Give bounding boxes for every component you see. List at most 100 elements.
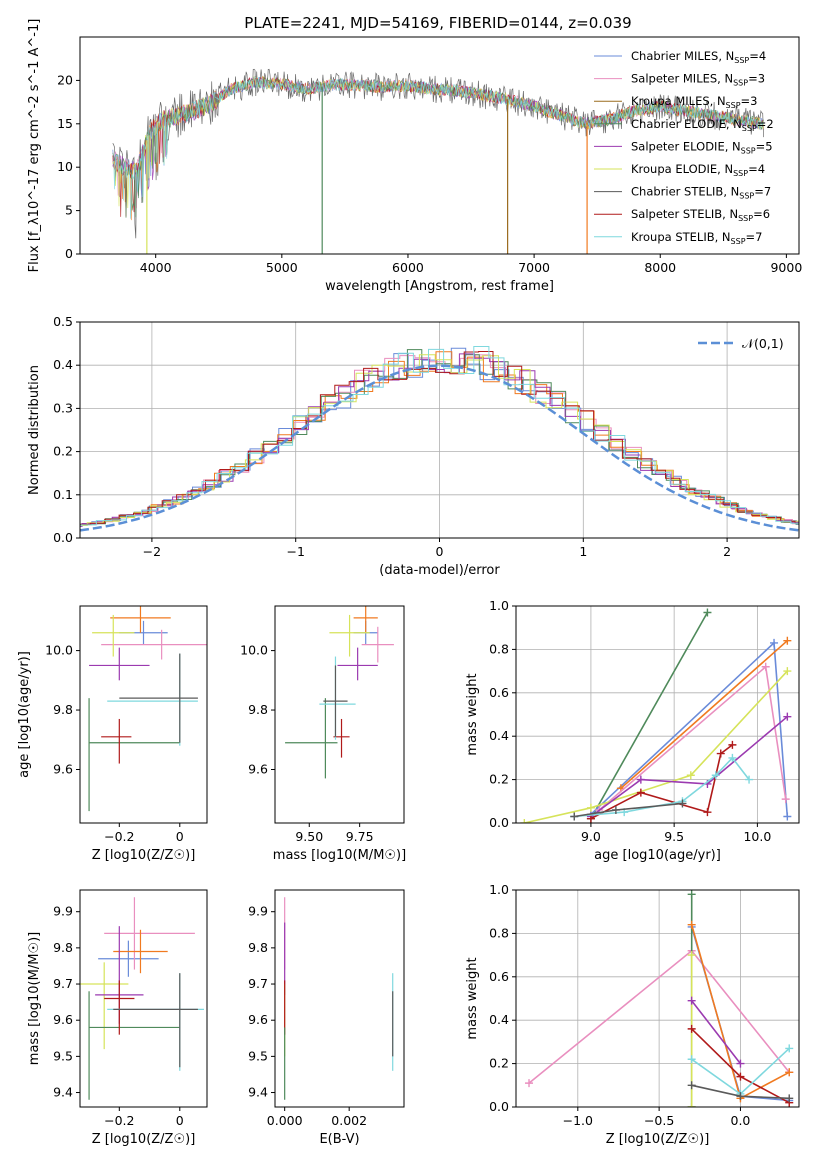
x-tick-label: 0.0 xyxy=(731,1113,751,1128)
axes-frame xyxy=(79,889,208,1108)
y-tick-label: 0.1 xyxy=(53,487,73,502)
x-tick-label: −0.5 xyxy=(644,1113,674,1128)
mw_vs_age-data xyxy=(520,608,792,823)
axes-frame xyxy=(79,36,800,255)
age_vs_mass-chart: 9.50 9.75 9.6 9.8 10.0 mass [log10(M/M☉)] xyxy=(240,605,406,863)
x-axis-label: mass [log10(M/M☉)] xyxy=(273,848,406,863)
legend-entry: Chabrier STELIB, NSSP=7 xyxy=(631,185,771,201)
legend-entry: Kroupa STELIB, NSSP=7 xyxy=(631,230,762,246)
y-tick-label: 5 xyxy=(65,203,73,218)
x-tick-label: 9.75 xyxy=(346,829,374,844)
y-tick-label: 1.0 xyxy=(489,598,509,613)
x-tick-label: 1 xyxy=(579,544,587,559)
plus-marker xyxy=(785,1094,794,1103)
plus-marker xyxy=(736,1072,745,1081)
y-axis-label: Flux [f_λ10^-17 erg cm^-2 s^-1 A^-1] xyxy=(27,19,42,273)
x-tick-label: −0.2 xyxy=(104,1113,134,1128)
y-tick-label: 9.7 xyxy=(248,976,268,991)
spectrum-chart: 4000 5000 6000 7000 8000 9000 0 5 10 15 20 waveleng… xyxy=(27,19,802,294)
x-axis-label: Z [log10(Z/Z☉)] xyxy=(92,848,196,863)
plus-marker xyxy=(611,805,620,814)
legend-entry: Salpeter STELIB, NSSP=6 xyxy=(631,207,770,223)
legend-entry: Chabrier ELODIE, NSSP=2 xyxy=(631,117,774,133)
plus-marker xyxy=(770,638,779,647)
y-tick-label: 0.4 xyxy=(489,728,509,743)
legend-entry: Salpeter ELODIE, NSSP=5 xyxy=(631,139,773,155)
plus-marker xyxy=(570,812,579,821)
y-tick-label: 0 xyxy=(65,246,73,261)
x-tick-label: 5000 xyxy=(266,260,298,275)
y-tick-label: 15 xyxy=(57,116,73,131)
y-tick-label: 9.5 xyxy=(53,1048,73,1063)
y-axis-label: age [log10(age/yr)] xyxy=(17,651,32,778)
figure-title: PLATE=2241, MJD=54169, FIBERID=0144, z=0… xyxy=(244,14,631,32)
axes-frame xyxy=(515,605,800,824)
age_vs_Z-chart: −0.2 0 9.6 9.8 10.0 Z [log10(Z/Z☉)] age [log10… xyxy=(17,605,208,863)
x-tick-label: −1.0 xyxy=(563,1113,593,1128)
plus-marker xyxy=(703,608,712,617)
plus-marker xyxy=(586,803,595,812)
mass_vs_Z-data xyxy=(80,897,204,1100)
plus-marker xyxy=(687,951,696,960)
plus-marker xyxy=(728,740,737,749)
y-tick-label: 0.0 xyxy=(489,1099,509,1114)
histogram-kroupa-stelib xyxy=(80,346,799,527)
x-tick-label: 9.0 xyxy=(581,829,601,844)
y-tick-label: 9.6 xyxy=(53,761,73,776)
y-tick-label: 9.4 xyxy=(248,1085,268,1100)
plus-marker xyxy=(736,1059,745,1068)
y-tick-label: 10 xyxy=(57,159,73,174)
axes-frame xyxy=(274,889,405,1108)
plus-marker xyxy=(687,996,696,1005)
legend-entry: 𝒩(0,1) xyxy=(742,336,784,351)
x-tick-label: 6000 xyxy=(392,260,424,275)
mass_vs_EBV-chart: 0.000 0.002 9.4 9.5 9.6 9.7 9.8 9.9 E(B-V) xyxy=(248,889,405,1147)
spectrum-legend: Chabrier MILES, NSSP=4 Salpeter MILES, NS… xyxy=(594,49,774,246)
mass-weight-line-orange xyxy=(620,640,788,789)
y-tick-label: 9.9 xyxy=(53,904,73,919)
legend-entry: Kroupa MILES, NSSP=3 xyxy=(631,94,757,110)
y-axis-label: Normed distribution xyxy=(27,365,42,495)
x-tick-label: 2 xyxy=(723,544,731,559)
mw_vs_Z-chart: −1.0 −0.5 0.0 0.0 0.2 0.4 0.6 0.8 1.0 Z [log10(Z/… xyxy=(465,882,800,1147)
y-axis-label: mass [log10(M/M☉)] xyxy=(27,932,42,1065)
plus-marker xyxy=(686,771,695,780)
y-axis-label: mass weight xyxy=(465,673,480,755)
x-axis-label: wavelength [Angstrom, rest frame] xyxy=(325,279,554,294)
y-tick-label: 20 xyxy=(57,72,73,87)
legend-entry: Kroupa ELODIE, NSSP=4 xyxy=(631,162,765,178)
y-tick-label: 0.4 xyxy=(53,357,73,372)
y-tick-label: 0.5 xyxy=(53,314,73,329)
age_vs_Z-data xyxy=(88,606,207,812)
plus-marker xyxy=(728,753,737,762)
y-tick-label: 0.0 xyxy=(489,815,509,830)
y-tick-label: 9.8 xyxy=(248,702,268,717)
y-axis-label: mass weight xyxy=(465,957,480,1039)
y-tick-label: 1.0 xyxy=(489,882,509,897)
plus-marker xyxy=(687,920,696,929)
residuals-chart: −2 −1 0 1 2 0.0 0.1 0.2 0.3 0.4 0.5 (data-model)/er… xyxy=(27,314,800,578)
x-tick-label: 9000 xyxy=(770,260,802,275)
y-tick-label: 9.6 xyxy=(248,1012,268,1027)
x-tick-label: 0.002 xyxy=(331,1113,367,1128)
x-tick-label: 7000 xyxy=(518,260,550,275)
plus-marker xyxy=(525,1079,534,1088)
x-tick-label: −2 xyxy=(143,544,161,559)
plus-marker xyxy=(745,775,754,784)
y-tick-label: 9.8 xyxy=(53,940,73,955)
residuals-data xyxy=(80,346,799,532)
spectrum-data xyxy=(112,68,764,254)
y-tick-label: 9.9 xyxy=(248,904,268,919)
plus-marker xyxy=(783,712,792,721)
plus-marker xyxy=(687,1055,696,1064)
x-tick-label: 9.50 xyxy=(295,829,323,844)
plus-marker xyxy=(687,1024,696,1033)
plus-marker xyxy=(736,1092,745,1101)
x-tick-label: 0 xyxy=(176,1113,184,1128)
y-tick-label: 9.5 xyxy=(248,1048,268,1063)
y-tick-label: 10.0 xyxy=(45,643,73,658)
y-tick-label: 0.2 xyxy=(489,1056,509,1071)
y-tick-label: 0.6 xyxy=(489,685,509,700)
plus-marker xyxy=(761,662,770,671)
